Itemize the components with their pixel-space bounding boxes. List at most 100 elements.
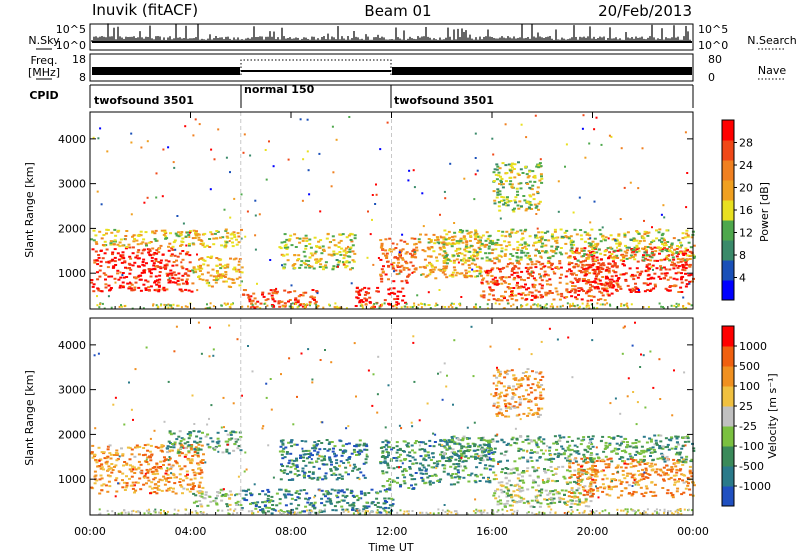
data-cell — [164, 235, 168, 238]
data-cell — [241, 305, 244, 308]
data-cell — [183, 465, 187, 468]
data-cell — [607, 294, 611, 297]
data-cell — [113, 260, 117, 263]
data-cell — [621, 263, 625, 266]
data-cell — [302, 456, 305, 459]
data-cell — [509, 253, 513, 256]
data-cell — [287, 158, 290, 161]
data-cell — [444, 255, 448, 257]
data-cell — [381, 472, 385, 475]
data-cell — [147, 289, 151, 292]
data-cell — [588, 234, 592, 237]
data-cell — [337, 500, 341, 503]
data-cell — [155, 249, 159, 252]
data-cell — [443, 242, 447, 245]
data-cell — [197, 484, 201, 487]
data-cell — [509, 468, 513, 471]
data-cell — [180, 306, 183, 309]
data-cell — [316, 306, 319, 309]
data-cell — [521, 232, 524, 235]
data-cell — [554, 247, 558, 250]
data-cell — [675, 302, 678, 305]
data-cell — [267, 490, 271, 493]
y-tick-label: 2000 — [58, 222, 86, 235]
data-cell — [520, 297, 524, 300]
data-cell — [595, 273, 599, 276]
data-cell — [687, 302, 690, 305]
data-cell — [433, 473, 437, 476]
data-cell — [478, 251, 482, 253]
freq-label-1: Freq. — [30, 54, 57, 67]
data-cell — [514, 265, 518, 268]
data-cell — [165, 479, 168, 482]
data-cell — [155, 304, 158, 307]
data-cell — [629, 254, 633, 257]
data-cell — [371, 194, 374, 196]
data-cell — [337, 241, 341, 244]
data-cell — [543, 239, 547, 242]
data-cell — [514, 231, 518, 234]
data-cell — [432, 462, 436, 465]
data-cell — [680, 276, 684, 279]
data-cell — [199, 448, 203, 451]
data-cell — [646, 283, 650, 286]
data-cell — [613, 264, 617, 267]
data-cell — [147, 286, 151, 289]
data-cell — [317, 467, 321, 470]
data-cell — [438, 253, 442, 256]
data-cell — [264, 493, 268, 496]
data-cell — [573, 304, 576, 307]
data-cell — [210, 255, 214, 258]
data-cell — [158, 274, 162, 277]
data-cell — [386, 488, 389, 491]
data-cell — [347, 234, 351, 237]
data-cell — [536, 190, 540, 193]
data-cell — [165, 237, 169, 240]
data-cell — [530, 391, 534, 394]
data-cell — [422, 466, 426, 469]
data-cell — [427, 248, 431, 251]
data-cell — [201, 486, 205, 489]
data-cell — [170, 304, 172, 307]
data-cell — [543, 306, 546, 309]
data-cell — [240, 507, 244, 509]
data-cell — [186, 305, 189, 308]
data-cell — [293, 473, 297, 476]
data-cell — [115, 449, 119, 452]
data-cell — [212, 237, 216, 240]
data-cell — [157, 261, 161, 263]
data-cell — [610, 247, 614, 250]
data-cell — [164, 458, 168, 461]
data-cell — [147, 479, 151, 482]
data-cell — [137, 274, 141, 277]
data-cell — [668, 289, 672, 292]
data-cell — [387, 264, 390, 267]
data-cell — [335, 478, 339, 481]
data-cell — [311, 471, 315, 474]
data-cell — [153, 238, 157, 241]
data-cell — [519, 256, 523, 259]
data-cell — [134, 446, 137, 449]
data-cell — [447, 238, 450, 240]
data-cell — [146, 456, 150, 459]
data-cell — [475, 466, 479, 469]
data-cell — [281, 457, 285, 460]
data-cell — [384, 439, 388, 442]
data-cell — [315, 245, 318, 248]
data-cell — [175, 461, 179, 464]
data-cell — [131, 246, 135, 249]
data-cell — [620, 304, 623, 307]
data-cell — [620, 302, 623, 305]
data-cell — [381, 450, 385, 453]
data-cell — [127, 243, 131, 246]
data-cell — [328, 498, 332, 501]
data-cell — [121, 254, 125, 257]
data-cell — [535, 371, 538, 374]
data-cell — [609, 281, 613, 284]
data-cell — [351, 508, 354, 511]
data-cell — [539, 255, 543, 258]
data-cell — [399, 239, 403, 242]
data-cell — [624, 272, 628, 275]
data-cell — [322, 248, 326, 251]
data-cell — [161, 253, 165, 256]
